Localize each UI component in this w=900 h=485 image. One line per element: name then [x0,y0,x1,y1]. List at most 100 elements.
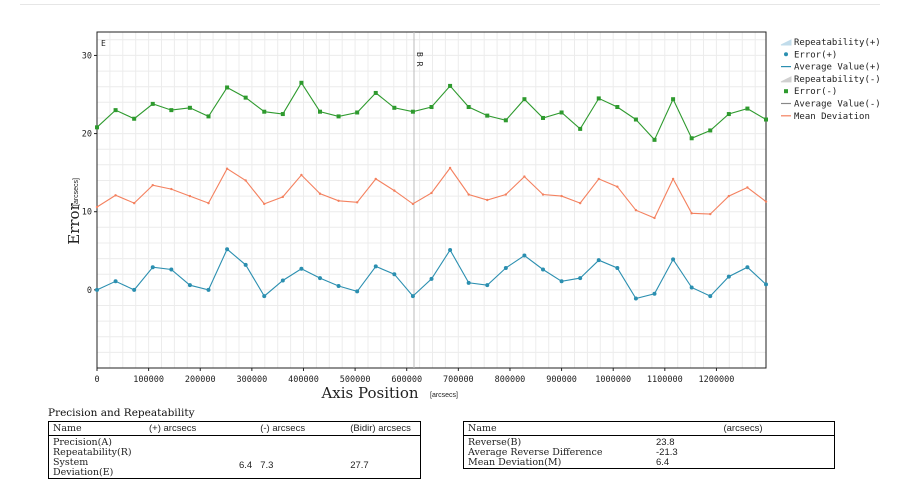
data-point [486,198,489,202]
data-point [95,287,99,292]
data-point [337,199,340,202]
x-tick-label: 100000 [133,375,164,385]
data-point [633,117,638,122]
data-point [596,96,601,101]
x-tick-label: 600000 [391,375,422,385]
data-point [263,202,266,206]
data-point [485,283,490,288]
data-point [615,105,620,110]
legend-label: Repeatability(+) [794,38,881,48]
data-point [633,296,638,301]
y-tick-label: 20 [82,130,92,140]
data-point [188,194,192,198]
data-point [726,274,731,279]
data-point [578,276,583,281]
data-point [318,276,322,281]
chart-grid [96,32,766,369]
data-point [559,110,564,115]
data-point [616,185,619,188]
data-point [225,167,229,170]
legend-label: Mean Deviation [794,112,870,122]
data-point [299,80,304,85]
legend-swatch [784,89,788,94]
data-point [745,265,750,270]
legend-swatch [780,39,792,46]
data-point [392,272,397,277]
data-point [113,279,118,284]
x-axis-ticks: 0 100000 200000 300000 400000 500000 600000 700… [94,368,734,385]
data-point [355,289,360,294]
data-point [429,276,434,281]
data-point [597,177,600,181]
data-point [522,97,527,102]
y-tick-label: 0 [87,286,92,296]
data-point [615,265,620,270]
x-tick-label: 900000 [546,375,577,385]
data-point [578,201,582,205]
data-point [373,264,378,269]
reverse-row-value: 6.4 [656,457,670,468]
data-point [132,201,136,205]
data-point [504,193,508,196]
data-point [373,90,378,95]
data-point [206,114,211,119]
data-point [709,212,712,216]
data-point [503,265,508,270]
precision-header-plus: (+) arcsecs [145,421,257,436]
data-point [764,117,768,122]
data-point [410,294,415,299]
reverse-header-row: Name (arcsecs) [463,421,835,436]
data-point [708,294,713,299]
precision-value-minus: 7.3 [260,460,274,471]
error-chart: E B R 0 100000 200000 300000 400000 500000 600… [65,31,881,400]
series-line-error [96,81,767,141]
legend-label: Error(-) [794,87,837,97]
precision-section-title: Precision and Repeatability [48,407,195,419]
data-point [187,283,192,288]
legend-label: Average Value(+) [794,63,881,73]
plot-frame [96,31,767,369]
data-point [151,183,154,187]
data-point [596,258,601,263]
data-point [541,115,545,120]
data-point [225,247,230,252]
reverse-row-value: -21.3 [656,447,678,458]
data-point [262,109,267,114]
data-point [132,287,137,292]
x-tick-label: 1000000 [595,375,631,385]
data-point [132,116,137,121]
reverse-row-label: Average Reverse Difference [468,447,603,458]
data-point [150,265,155,270]
data-point [243,262,248,267]
y-tick-label: 10 [82,208,92,218]
data-point [523,175,526,178]
legend-label: Repeatability(-) [794,75,881,85]
data-point [503,118,508,123]
data-point [355,110,360,115]
table-row: Reverse(B) 23.8 [464,436,835,449]
data-point [411,202,415,206]
x-tick-label: 0 [94,375,99,385]
data-point [318,192,322,195]
data-point [578,126,583,131]
data-point [671,177,675,181]
chart-legend: Repeatability(+) Error(+) Average Value(+)… [780,38,881,122]
data-point [150,101,155,106]
data-point [280,278,285,283]
precision-table: Name (+) arcsecs (-) arcsecs (Bidir) arc… [48,421,421,479]
data-point [671,257,676,262]
data-point [95,205,99,209]
precision-header-row: Name (+) arcsecs (-) arcsecs (Bidir) arc… [48,421,421,436]
data-point [708,128,713,133]
table-row: Repeatability(R) [49,448,421,458]
data-point [207,201,210,205]
data-point [114,194,117,197]
data-point [374,177,377,181]
legend-swatch [780,76,792,83]
data-point [689,136,694,141]
top-divider [20,4,880,5]
y-axis-unit: [arcsecs] [73,178,80,206]
data-point [541,193,545,196]
legend-label: Error(+) [794,50,837,60]
reverse-header-name: Name [463,421,652,436]
